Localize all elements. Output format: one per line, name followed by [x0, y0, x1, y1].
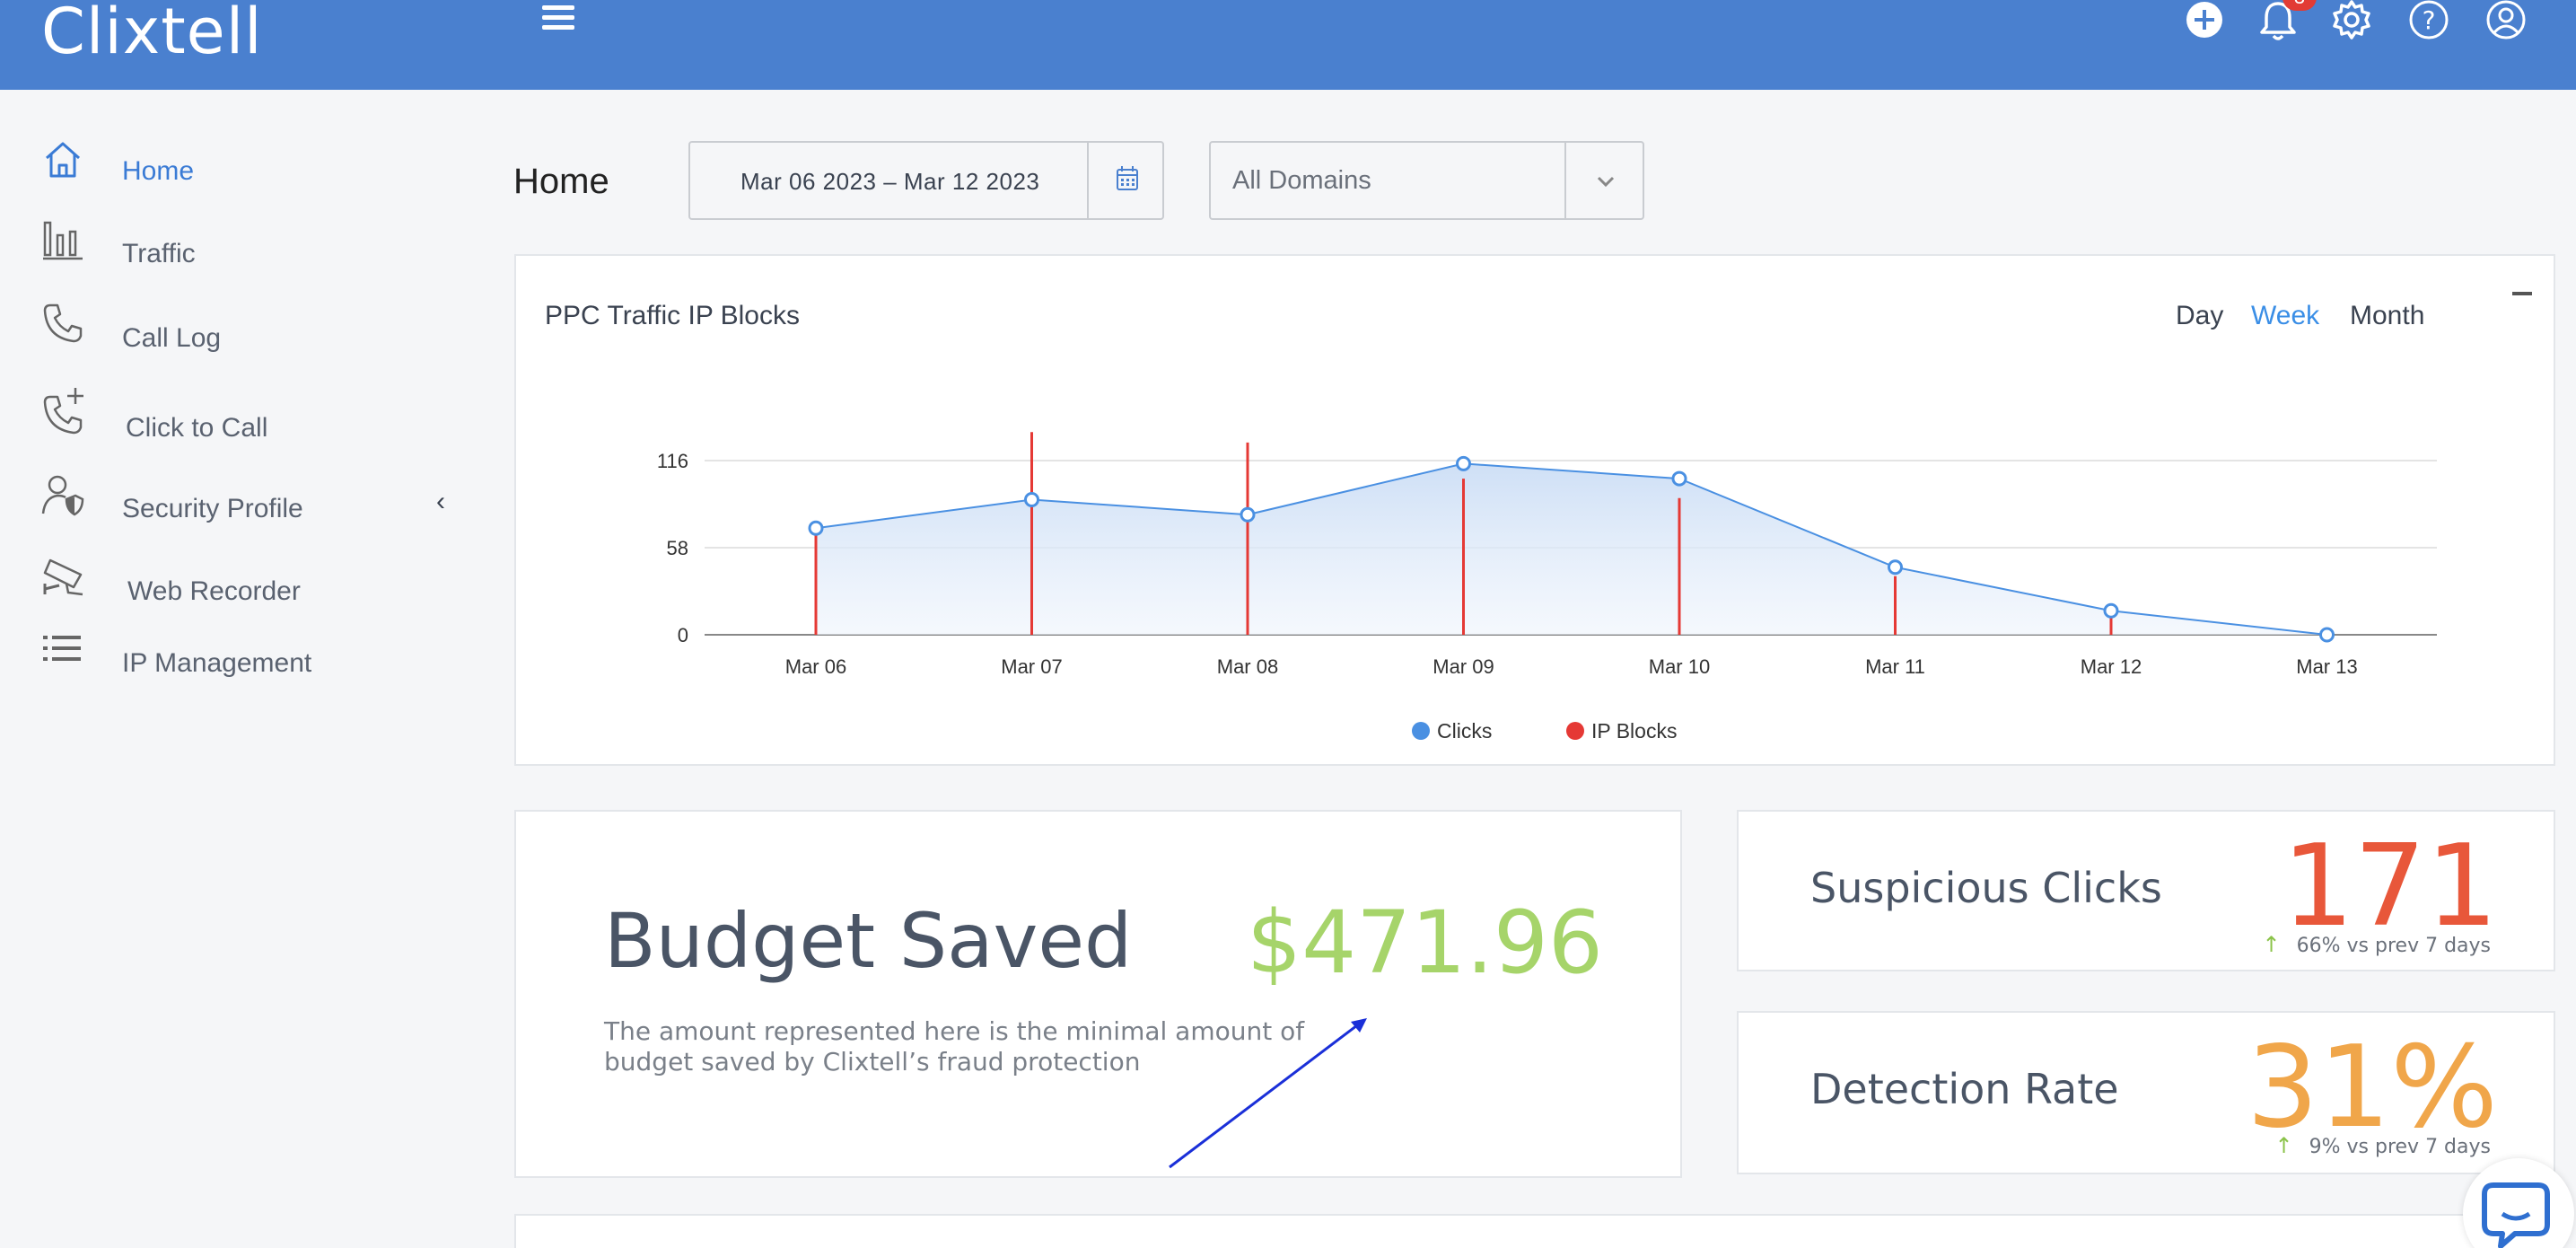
sidebar-item-call-log[interactable]: Call Log: [0, 302, 485, 365]
clicks-point: [1888, 559, 1903, 576]
domain-dropdown-button[interactable]: [1564, 143, 1644, 218]
tab-month[interactable]: Month: [2350, 301, 2425, 330]
budget-description: The amount represented here is the minim…: [604, 1016, 1305, 1077]
kpi-value: 171: [2282, 820, 2499, 952]
notification-badge: 3: [2282, 0, 2317, 11]
chat-icon: [2482, 1182, 2550, 1248]
budget-value: $471.96: [1247, 892, 1603, 993]
legend-marker: [1412, 722, 1430, 740]
sidebar-item-traffic[interactable]: Traffic: [0, 219, 485, 282]
kpi-value: 31%: [2246, 1021, 2498, 1153]
list-icon: [43, 636, 81, 661]
x-tick-label: Mar 10: [1649, 655, 1710, 678]
hamburger-menu-icon[interactable]: [542, 5, 574, 31]
sidebar-item-label: Traffic: [122, 239, 196, 268]
kpi-title: Suspicious Clicks: [1810, 864, 2162, 912]
domain-select-value: All Domains: [1232, 166, 1371, 195]
x-tick-label: Mar 11: [1865, 655, 1925, 678]
y-tick-label: 0: [678, 624, 688, 646]
suspicious-clicks-card: Suspicious Clicks 171 ↑ 66% vs prev 7 day…: [1737, 810, 2555, 971]
top-navbar: Clixtell 3 ?: [0, 0, 2576, 90]
legend-marker: [1566, 722, 1584, 740]
home-icon: [46, 142, 80, 178]
sidebar-item-label: Security Profile: [122, 494, 303, 523]
x-tick-label: Mar 08: [1217, 655, 1278, 678]
date-range-value: Mar 06 2023 – Mar 12 2023: [740, 168, 1040, 195]
kpi-title: Detection Rate: [1810, 1065, 2119, 1113]
sidebar-item-label: Home: [122, 156, 195, 186]
x-tick-label: Mar 12: [2081, 655, 2142, 678]
clicks-point: [1456, 455, 1471, 471]
chevron-left-icon[interactable]: ‹: [436, 487, 445, 516]
clicks-area: [816, 463, 2327, 635]
sidebar: Home Traffic Call Log Click to Call: [0, 90, 485, 1248]
add-icon[interactable]: [2183, 0, 2226, 43]
budget-saved-card: Budget Saved $471.96 The amount represen…: [514, 810, 1682, 1178]
chevron-down-icon: [1597, 176, 1615, 188]
sidebar-item-label: Click to Call: [126, 413, 268, 443]
date-range-picker[interactable]: Mar 06 2023 – Mar 12 2023: [688, 141, 1164, 220]
clicks-point: [1240, 506, 1256, 523]
sidebar-item-label: Call Log: [122, 323, 222, 353]
x-tick-label: Mar 09: [1433, 655, 1494, 678]
bar-chart-icon: [43, 221, 83, 260]
user-shield-icon: [41, 475, 84, 516]
x-tick-label: Mar 07: [1001, 655, 1062, 678]
sidebar-item-web-recorder[interactable]: Web Recorder: [0, 557, 485, 620]
clicks-point: [2319, 627, 2335, 643]
traffic-chart: 0 58 116 Mar 06 Mar 07 Mar 08 Mar 09 Mar 10 Mar …: [657, 432, 2437, 743]
user-icon[interactable]: [2484, 0, 2528, 43]
logo[interactable]: Clixtell: [41, 0, 263, 68]
y-tick-label: 116: [657, 450, 688, 472]
phone-icon: [43, 303, 83, 343]
gear-icon[interactable]: [2330, 0, 2373, 43]
budget-title: Budget Saved: [604, 897, 1133, 985]
sidebar-item-click-to-call[interactable]: Click to Call: [0, 386, 485, 449]
x-tick-label: Mar 13: [2296, 655, 2357, 678]
clicks-point: [2103, 602, 2119, 619]
svg-text:?: ?: [2423, 5, 2436, 35]
domain-select[interactable]: All Domains: [1209, 141, 1644, 220]
clicks-point: [1671, 470, 1687, 487]
tab-week[interactable]: Week: [2251, 301, 2320, 330]
x-tick-label: Mar 06: [785, 655, 846, 678]
sidebar-item-ip-management[interactable]: IP Management: [0, 632, 485, 695]
legend-label: IP Blocks: [1591, 719, 1677, 743]
clicks-line: [815, 462, 2327, 636]
help-icon[interactable]: ?: [2407, 0, 2450, 43]
sidebar-item-home[interactable]: Home: [0, 136, 485, 199]
sidebar-item-label: Web Recorder: [127, 576, 301, 606]
chat-widget-button[interactable]: [2463, 1158, 2574, 1248]
minimize-icon[interactable]: [2512, 292, 2532, 295]
ppc-traffic-chart-card: PPC Traffic IP Blocks Day Week Month 0 58…: [514, 254, 2555, 766]
tab-day[interactable]: Day: [2176, 301, 2224, 330]
y-tick-label: 58: [667, 537, 688, 559]
kpi-change: ↑ 9% vs prev 7 days: [2274, 1133, 2491, 1158]
arrow-up-icon: ↑: [2262, 932, 2281, 957]
calendar-button[interactable]: [1087, 143, 1164, 218]
arrow-icon: [1169, 1018, 1367, 1169]
next-card: [514, 1214, 2555, 1248]
clicks-point: [808, 520, 824, 536]
legend-label: Clicks: [1437, 719, 1492, 743]
clicks-point: [1024, 491, 1039, 507]
sidebar-item-label: IP Management: [122, 648, 312, 678]
arrow-up-icon: ↑: [2274, 1133, 2293, 1158]
chart-title: PPC Traffic IP Blocks: [545, 301, 800, 330]
kpi-change: ↑ 66% vs prev 7 days: [2262, 932, 2491, 957]
phone-plus-icon: [43, 388, 83, 435]
sidebar-item-security-profile[interactable]: Security Profile ‹: [0, 474, 485, 537]
calendar-icon: [1117, 166, 1138, 190]
camera-icon: [43, 558, 83, 596]
detection-rate-card: Detection Rate 31% ↑ 9% vs prev 7 days: [1737, 1011, 2555, 1174]
page-title: Home: [513, 162, 609, 201]
